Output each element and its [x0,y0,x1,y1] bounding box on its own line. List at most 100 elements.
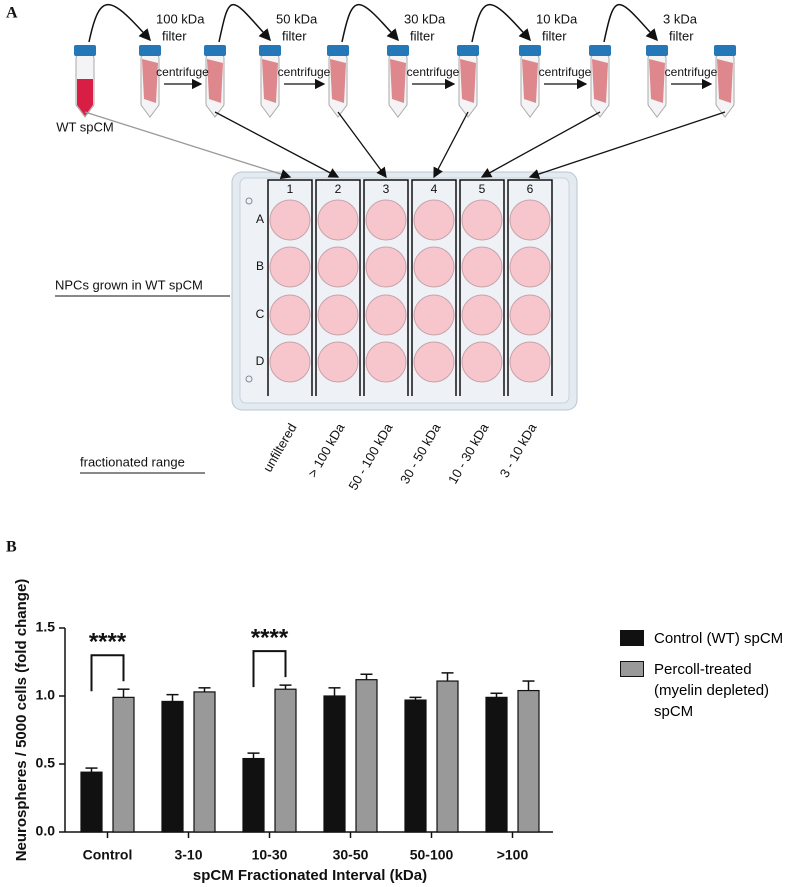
well [413,294,455,336]
well [317,199,359,241]
tube-cap [714,45,736,56]
well [413,199,455,241]
tube-cap [327,45,349,56]
filter-insert [649,59,665,103]
fraction-arrow [214,111,340,178]
filter-insert [207,59,223,103]
well [509,246,551,288]
column-bracket [363,179,409,396]
well [461,341,503,383]
row-letter: D [256,354,265,368]
well [365,199,407,241]
range-label: unfiltered [260,421,300,475]
tube-tip [388,104,408,118]
bar [161,700,184,833]
column-number: 5 [479,182,486,196]
transfer-arrow [341,4,399,43]
tube-tip [458,104,478,118]
well [509,341,551,383]
bar [323,695,346,833]
tube-tip [260,104,280,118]
transfer-arrow [603,4,658,43]
column-bracket [507,179,553,396]
column-number: 3 [383,182,390,196]
column-number: 4 [431,182,438,196]
well [461,199,503,241]
y-tick-label: 1.5 [36,619,56,635]
tube-tip [715,104,735,118]
legend: Control (WT) spCM Percoll-treated (myelin… [620,628,790,732]
well [269,246,311,288]
filter-insert [522,59,538,103]
tube-cap [204,45,226,56]
x-axis-title: spCM Fractionated Interval (kDa) [193,867,427,884]
filter-size: 50 kDa [276,11,318,26]
tube-cap [519,45,541,56]
fraction-arrow [528,111,726,180]
tube-tip [140,104,160,118]
bar [485,696,508,833]
well [365,246,407,288]
well [317,294,359,336]
legend-label: Control (WT) spCM [654,630,784,647]
row-letter: C [256,307,265,321]
well [509,294,551,336]
filter-insert [262,59,278,103]
column-bracket [267,179,313,396]
column-bracket [459,179,505,396]
transfer-arrow [88,3,151,43]
filter-word: filter [282,28,307,43]
tube-tip [590,104,610,118]
column-number: 2 [335,182,342,196]
tube-tip [520,104,540,118]
fraction-arrow [84,111,292,180]
well [269,199,311,241]
well [413,246,455,288]
tube-cap [259,45,281,56]
filter-size: 30 kDa [404,11,446,26]
x-tick-label: 30-50 [333,847,369,863]
x-tick-label: 50-100 [410,847,454,863]
tube-tip [647,104,667,118]
filter-insert [142,59,158,103]
bar [193,691,216,833]
range-label: 50 - 100 kDa [345,420,396,493]
column-number: 6 [527,182,534,196]
filter-word: filter [410,28,435,43]
bar [404,699,427,833]
legend-entry: Control (WT) spCM [620,628,790,649]
plate-dot [245,197,253,205]
well [317,341,359,383]
x-tick-label: >100 [497,847,529,863]
range-label: 3 - 10 kDa [497,420,540,480]
tube-cap [457,45,479,56]
bar [80,771,103,833]
legend-swatch [620,661,644,677]
well [509,199,551,241]
column-bracket [411,179,457,396]
well [317,246,359,288]
plate-caption: NPCs grown in WT spCM [55,277,203,292]
bar [517,689,540,833]
x-tick-label: 3-10 [174,847,202,863]
significance-label: **** [251,624,289,651]
y-tick-label: 1.0 [36,687,56,703]
legend-label: Percoll-treated (myelin depleted) spCM [654,661,770,720]
row-letter: A [256,212,264,226]
range-label: > 100 kDa [305,420,348,480]
tube-liquid [77,79,93,116]
range-caption: fractionated range [80,454,185,469]
column-bracket [315,179,361,396]
centrifuge-label: centrifuge [156,65,209,79]
significance-bracket [90,654,125,692]
y-tick-label: 0.5 [36,755,56,771]
centrifuge-label: centrifuge [278,65,331,79]
tube-tip [205,104,225,118]
bar [436,680,459,833]
filter-insert [592,59,608,103]
filter-insert [460,59,476,103]
well [365,294,407,336]
filter-word: filter [162,28,187,43]
